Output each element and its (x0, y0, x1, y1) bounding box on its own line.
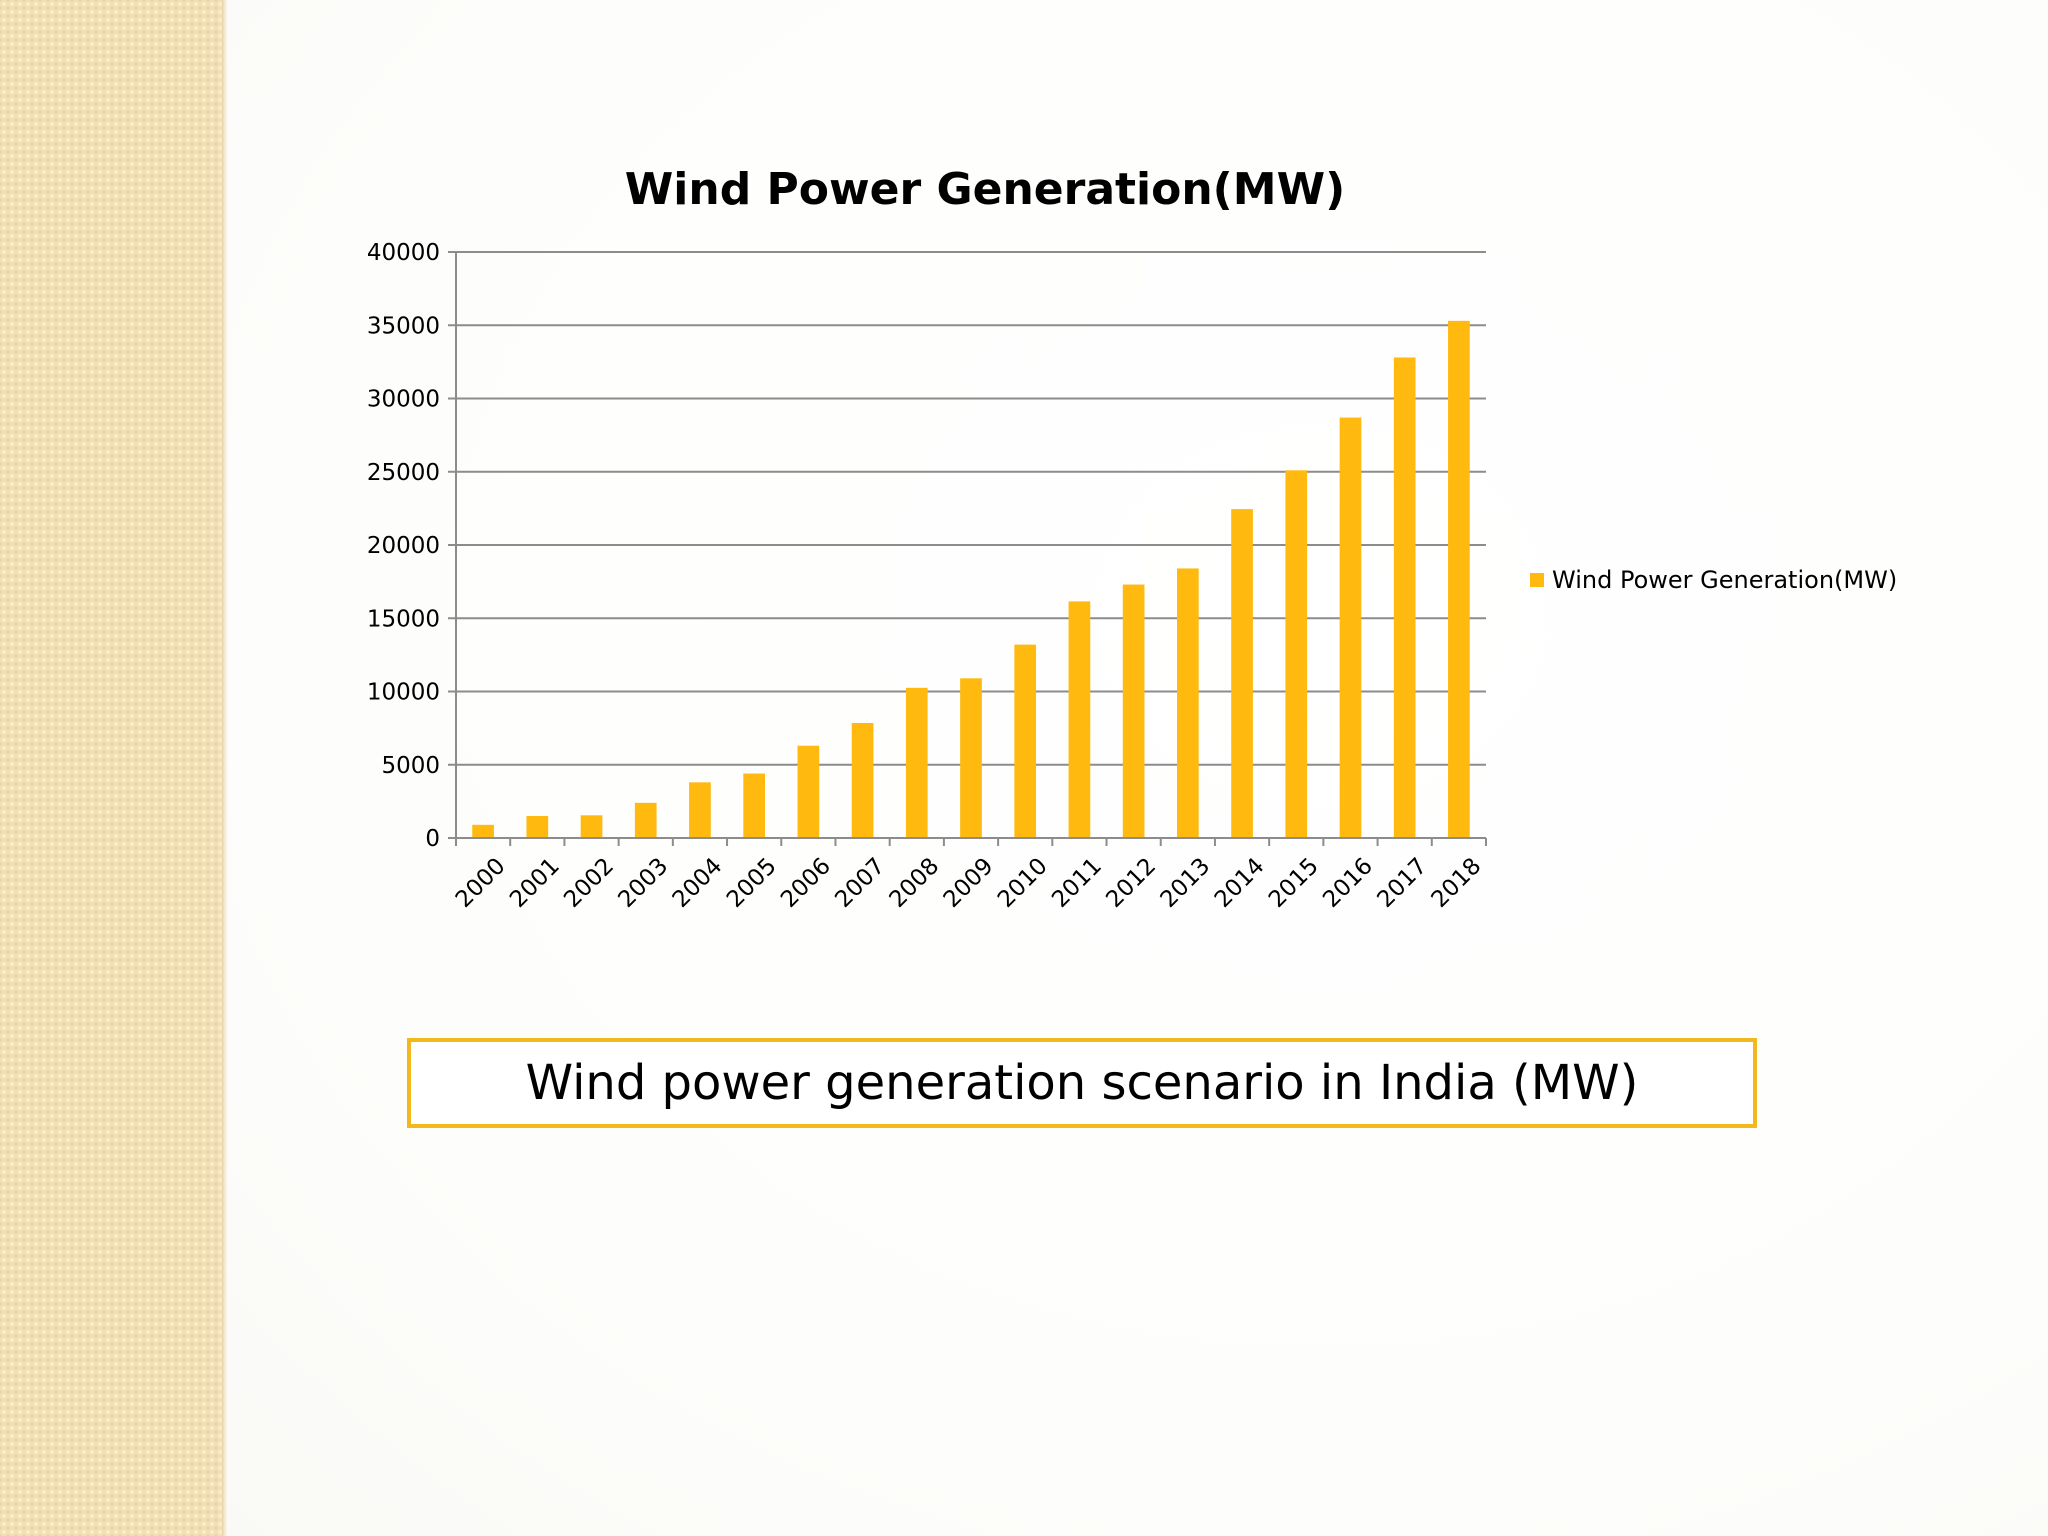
bar (960, 678, 982, 838)
x-tick-label: 2008 (885, 853, 945, 913)
legend: Wind Power Generation(MW) (1530, 566, 1897, 594)
x-axis-ticks: 2000200120022003200420052006200720082009… (451, 838, 1487, 913)
bar (580, 815, 603, 838)
x-tick-label: 2015 (1264, 853, 1324, 913)
bar (797, 745, 820, 838)
chart-title: Wind Power Generation(MW) (625, 164, 1345, 215)
side-strip-edge (222, 0, 229, 1536)
bar (689, 782, 711, 838)
bar (1122, 584, 1145, 838)
x-tick-label: 2017 (1372, 853, 1432, 913)
bar (526, 816, 549, 838)
x-tick-label: 2003 (614, 853, 674, 913)
y-tick-label: 10000 (367, 680, 440, 706)
bar (905, 687, 928, 838)
bar (1014, 644, 1037, 838)
x-tick-label: 2001 (505, 853, 565, 913)
y-tick-label: 15000 (367, 606, 440, 632)
y-tick-label: 5000 (381, 753, 440, 779)
bar (1231, 509, 1253, 838)
x-tick-label: 2002 (559, 853, 619, 913)
bars (472, 320, 1470, 838)
x-tick-label: 2007 (830, 853, 890, 913)
x-tick-label: 2006 (776, 853, 836, 913)
caption-text: Wind power generation scenario in India … (525, 1055, 1639, 1111)
y-tick-label: 35000 (367, 313, 440, 339)
x-tick-label: 2018 (1427, 853, 1487, 913)
x-tick-label: 2016 (1318, 853, 1378, 913)
y-tick-label: 0 (425, 826, 440, 852)
x-tick-label: 2014 (1210, 853, 1270, 913)
legend-label: Wind Power Generation(MW) (1552, 566, 1897, 594)
x-tick-label: 2012 (1101, 853, 1161, 913)
decorative-side-strip (0, 0, 222, 1536)
bar (1068, 601, 1091, 838)
legend-swatch (1530, 573, 1544, 587)
bar (1285, 470, 1308, 838)
x-tick-label: 2005 (722, 853, 782, 913)
bar (1339, 417, 1362, 838)
x-tick-label: 2013 (1156, 853, 1216, 913)
wind-power-bar-chart: Wind Power Generation(MW) 0 5000 10000 1500… (367, 164, 1897, 913)
bar (472, 824, 494, 838)
y-axis-ticks: 0 5000 10000 15000 20000 25000 30000 35000 40000 (367, 240, 456, 852)
y-tick-label: 30000 (367, 387, 440, 413)
y-tick-label: 40000 (367, 240, 440, 266)
axes (455, 252, 1486, 839)
bar (1448, 320, 1470, 838)
x-tick-label: 2000 (451, 853, 511, 913)
y-tick-label: 25000 (367, 460, 440, 486)
bar (634, 802, 657, 838)
x-tick-label: 2011 (1047, 853, 1107, 913)
bar (743, 773, 765, 838)
bar (1177, 568, 1199, 838)
caption-box: Wind power generation scenario in India … (407, 1038, 1757, 1128)
bar (1393, 357, 1416, 838)
x-tick-label: 2004 (668, 853, 728, 913)
y-tick-label: 20000 (367, 533, 440, 559)
x-tick-label: 2010 (993, 853, 1053, 913)
bar (851, 722, 874, 838)
x-tick-label: 2009 (939, 853, 999, 913)
